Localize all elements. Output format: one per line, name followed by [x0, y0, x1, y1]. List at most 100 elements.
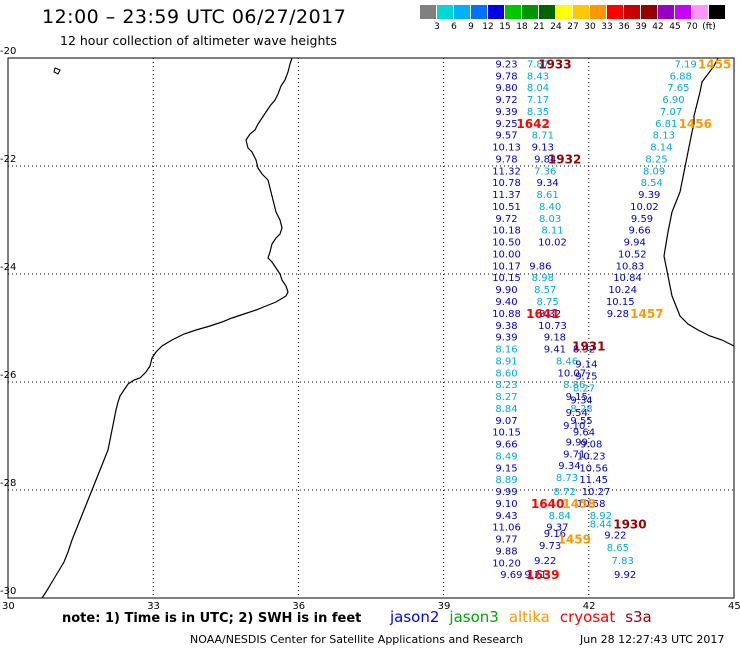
y-tick-label: -30: [0, 586, 17, 597]
wave-height-value: 9.54: [566, 408, 588, 419]
pass-time-label: 1639: [526, 568, 559, 582]
wave-height-value: 8.54: [641, 178, 663, 189]
wave-height-value: 10.23: [577, 451, 606, 462]
wave-height-value: 8.65: [607, 543, 629, 554]
wave-height-value: 10.56: [579, 463, 608, 474]
pass-time-label: 1933: [538, 57, 571, 71]
wave-height-value: 9.64: [573, 428, 595, 439]
wave-height-value: 8.84: [549, 511, 571, 522]
footer-credit: NOAA/NESDIS Center for Satellite Applica…: [190, 633, 524, 646]
wave-height-value: 10.15: [606, 297, 635, 308]
colorbar-swatch: [573, 5, 589, 19]
colorbar-swatch: [539, 5, 555, 19]
page-title: 12:00 – 23:59 UTC 06/27/2017: [42, 6, 347, 28]
wave-height-value: 10.58: [577, 499, 606, 510]
colorbar-label: (ft): [702, 22, 716, 32]
wave-height-value: 9.07: [495, 416, 517, 427]
wave-height-value: 10.07: [558, 368, 587, 379]
wave-height-value: 10.13: [492, 143, 521, 154]
wave-height-value: 9.15: [566, 392, 588, 403]
wave-height-value: 8.23: [495, 380, 517, 391]
wave-height-value: 9.90: [495, 285, 517, 296]
wave-height-value: 9.55: [570, 416, 592, 427]
wave-height-value: 7.19: [674, 59, 696, 70]
wave-height-value: 9.14: [575, 360, 597, 371]
wave-height-value: 9.10: [495, 499, 517, 510]
wave-height-value: 9.72: [495, 214, 517, 225]
wave-height-value: 10.15: [492, 428, 521, 439]
colorbar-label: 24: [550, 22, 562, 32]
colorbar-label: 9: [468, 22, 474, 32]
pass-time-label: 1642: [516, 117, 549, 131]
colorbar-swatch: [709, 5, 725, 19]
colorbar-label: 27: [567, 22, 579, 32]
wave-height-value: 11.45: [579, 475, 608, 486]
wave-height-value: 10.88: [492, 309, 521, 320]
colorbar-swatch: [420, 5, 436, 19]
wave-height-value: 9.69: [500, 570, 522, 581]
wave-height-value: 8.09: [643, 166, 665, 177]
colorbar-swatch: [641, 5, 657, 19]
wave-height-value: 10.00: [492, 249, 521, 260]
wave-height-value: 8.32: [539, 309, 561, 320]
wave-height-value: 8.89: [495, 475, 517, 486]
colorbar-label: 36: [618, 22, 630, 32]
wave-height-value: 8.28: [570, 404, 592, 415]
wave-height-value: 9.80: [495, 83, 517, 94]
pass-time-label: 1932: [548, 152, 581, 166]
wave-height-value: 10.18: [492, 226, 521, 237]
wave-height-value: 9.37: [546, 523, 568, 534]
colorbar-swatch: [522, 5, 538, 19]
wave-height-value: 8.16: [495, 345, 517, 356]
wave-height-value: 9.78: [495, 154, 517, 165]
wave-height-value: 9.78: [495, 71, 517, 82]
wave-height-value: 8.92: [573, 345, 595, 356]
pass-time-label: 1455: [698, 57, 731, 71]
wave-height-value: 8.71: [532, 131, 554, 142]
wave-height-value: 9.86: [529, 261, 551, 272]
wave-height-value: 8.86: [563, 380, 585, 391]
wave-height-value: 9.39: [638, 190, 660, 201]
legend-item-altika: altika: [508, 608, 550, 626]
wave-height-value: 8.98: [532, 273, 554, 284]
wave-height-value: 9.34: [570, 395, 592, 406]
y-tick-label: -24: [0, 262, 17, 273]
wave-height-value: 8.27: [573, 383, 595, 394]
wave-height-value: 8.57: [534, 285, 556, 296]
wave-height-value: 9.16: [544, 529, 566, 540]
wave-height-value: 9.88: [495, 546, 517, 557]
colorbar-swatch: [590, 5, 606, 19]
colorbar-swatch: [675, 5, 691, 19]
colorbar-swatch: [437, 5, 453, 19]
colorbar-label: 21: [533, 22, 545, 32]
wave-height-value: 9.38: [495, 321, 517, 332]
page-subtitle: 12 hour collection of altimeter wave hei…: [60, 33, 337, 48]
wave-height-value: 9.92: [614, 570, 636, 581]
pass-time-label: 1458: [562, 497, 595, 511]
wave-height-value: 10.27: [582, 487, 611, 498]
wave-height-value: 10.02: [538, 238, 567, 249]
wave-height-value: 8.40: [539, 202, 561, 213]
wave-height-value: 9.66: [628, 226, 650, 237]
wave-height-value: 9.28: [607, 309, 629, 320]
wave-height-value: 7.07: [660, 107, 682, 118]
wave-height-value: 9.15: [495, 463, 517, 474]
wave-height-value: 10.78: [492, 178, 521, 189]
wave-height-value: 9.40: [495, 297, 517, 308]
wave-height-value: 9.22: [604, 530, 626, 541]
y-tick-label: -20: [0, 46, 17, 57]
coastline-madagascar: [663, 57, 735, 347]
colorbar-label: 3: [434, 22, 440, 32]
pass-time-label: 1457: [630, 307, 663, 321]
wave-height-value: 10.84: [613, 273, 642, 284]
wave-height-value: 8.44: [590, 519, 612, 530]
wave-height-value: 10.15: [492, 273, 521, 284]
wave-height-value: 9.71: [563, 449, 585, 460]
legend-item-cryosat: cryosat: [559, 608, 616, 626]
wave-height-value: 6.81: [655, 119, 677, 130]
wave-height-value: 9.57: [495, 131, 517, 142]
colorbar-swatch: [471, 5, 487, 19]
wave-height-value: 8.92: [590, 511, 612, 522]
y-tick-label: -22: [0, 154, 17, 165]
colorbar-swatch: [505, 5, 521, 19]
